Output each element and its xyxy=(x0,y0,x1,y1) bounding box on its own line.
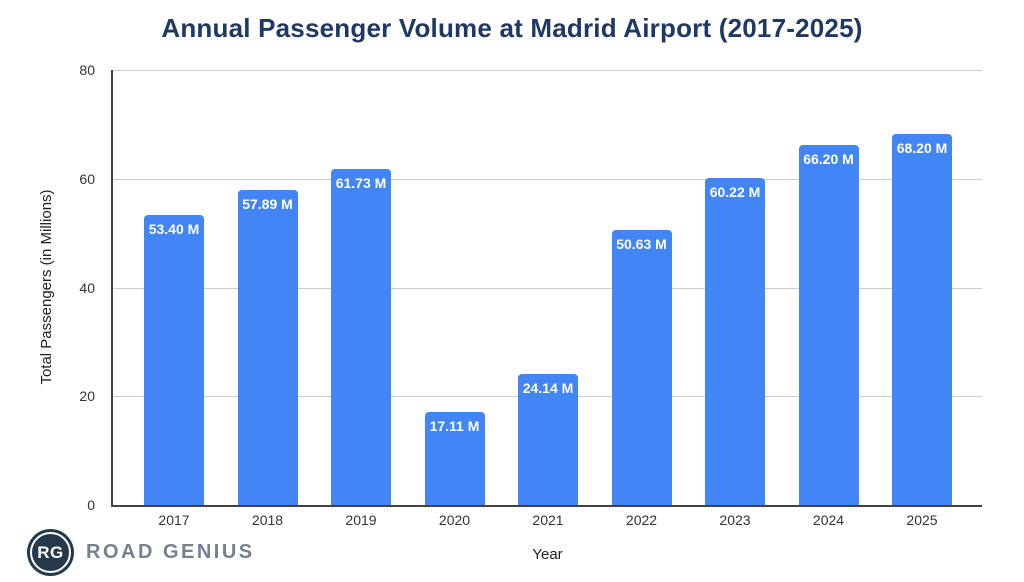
gridline-40 xyxy=(113,287,982,289)
bar-value-label-2021: 24.14 M xyxy=(522,379,574,396)
bar-2021: 24.14 M xyxy=(518,373,578,505)
bar-2024: 66.20 M xyxy=(798,145,859,505)
x-tick-label-2025: 2025 xyxy=(906,512,938,528)
x-tick-label-2023: 2023 xyxy=(719,512,751,528)
gridline-60 xyxy=(113,178,982,180)
bar-value-label-2019: 61.73 M xyxy=(335,175,387,192)
x-axis-title: Year xyxy=(532,546,563,563)
y-tick-label-40: 40 xyxy=(79,279,95,296)
bar-2023: 60.22 M xyxy=(705,177,765,505)
x-tick-label-2018: 2018 xyxy=(251,512,284,528)
x-tick-label-2022: 2022 xyxy=(625,512,658,528)
bar-2020: 17.11 M xyxy=(424,411,485,505)
bar-2022: 50.63 M xyxy=(611,229,672,505)
logo-wordmark: ROAD GENIUS xyxy=(86,541,255,563)
y-tick-label-0: 0 xyxy=(87,497,95,513)
y-tick-label-80: 80 xyxy=(79,62,95,78)
bar-value-label-2022: 50.63 M xyxy=(616,235,667,252)
y-tick-label-20: 20 xyxy=(79,388,95,405)
x-axis-line xyxy=(111,505,982,507)
x-tick-label-2024: 2024 xyxy=(812,512,845,528)
road-genius-logo: RG ROAD GENIUS xyxy=(27,529,255,576)
bar-value-label-2023: 60.22 M xyxy=(709,183,761,200)
bar-2017: 53.40 M xyxy=(144,214,204,505)
bar-value-label-2017: 53.40 M xyxy=(148,220,200,237)
x-tick-label-2017: 2017 xyxy=(158,512,190,528)
bar-value-label-2024: 66.20 M xyxy=(803,151,854,168)
rg-monogram-icon: RG xyxy=(27,529,74,576)
logo-monogram-text: RG xyxy=(37,542,64,562)
gridline-80 xyxy=(113,70,982,71)
bar-2019: 61.73 M xyxy=(331,169,391,505)
bar-value-label-2018: 57.89 M xyxy=(242,196,293,213)
y-axis-line xyxy=(111,70,113,507)
x-tick-label-2020: 2020 xyxy=(438,512,471,528)
x-tick-label-2019: 2019 xyxy=(345,512,377,528)
y-tick-label-60: 60 xyxy=(79,170,95,187)
bar-value-label-2025: 68.20 M xyxy=(896,140,948,157)
x-tick-label-2021: 2021 xyxy=(532,512,564,528)
bar-value-label-2020: 17.11 M xyxy=(429,417,480,434)
bar-2018: 57.89 M xyxy=(237,190,298,505)
chart-title: Annual Passenger Volume at Madrid Airpor… xyxy=(161,13,863,43)
bar-2025: 68.20 M xyxy=(892,134,952,505)
